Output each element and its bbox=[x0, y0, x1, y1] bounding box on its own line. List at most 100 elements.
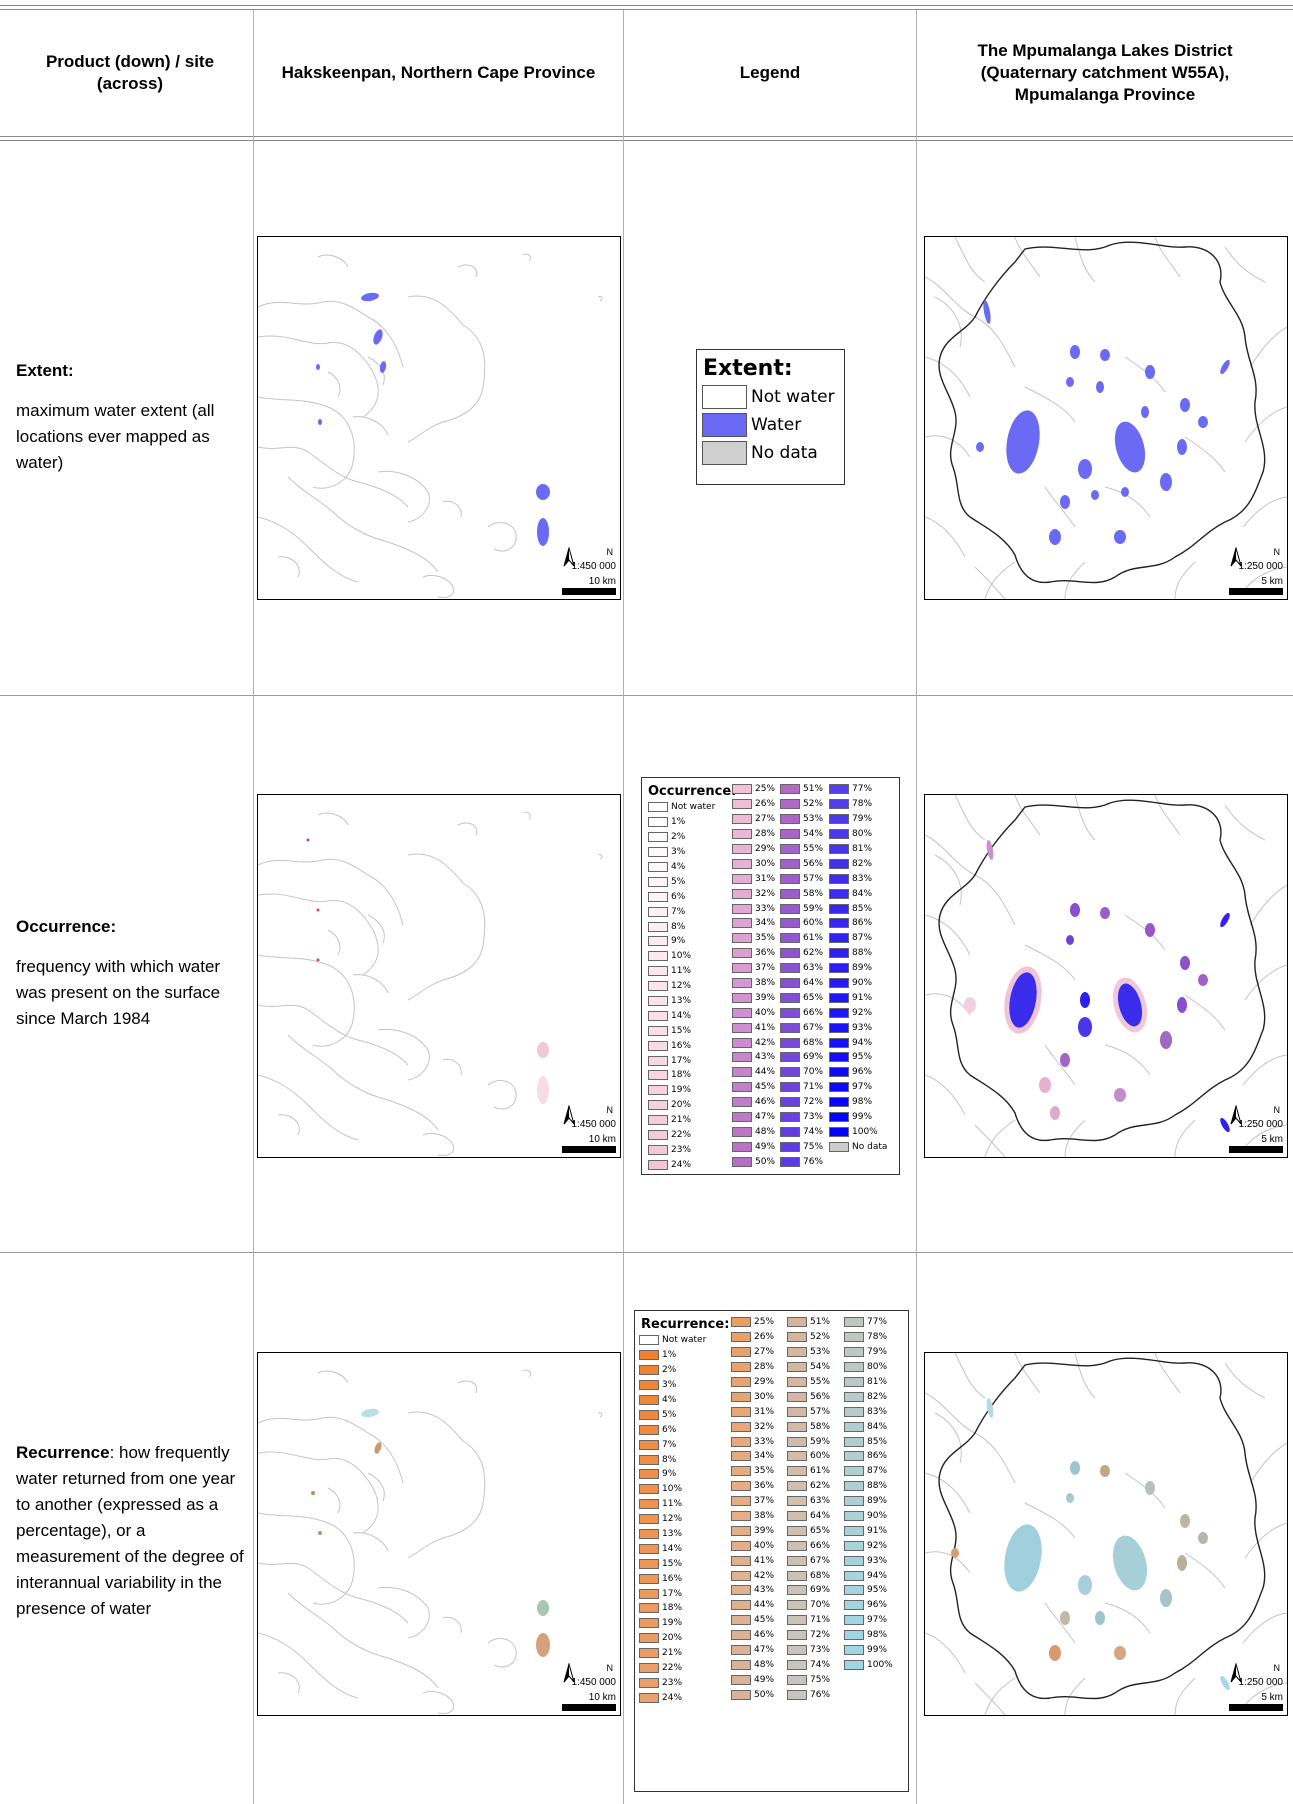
legend-item: 29% bbox=[731, 1375, 774, 1390]
legend-swatch bbox=[639, 1365, 659, 1376]
legend-item: 37% bbox=[731, 1494, 774, 1509]
legend-label: 35% bbox=[755, 933, 776, 944]
legend-item: 69% bbox=[780, 1050, 823, 1065]
legend-label: 67% bbox=[803, 1022, 824, 1033]
scale-bar-label: 10 km bbox=[588, 1692, 616, 1703]
lake bbox=[318, 419, 322, 425]
legend-swatch bbox=[787, 1406, 807, 1417]
scale-bar bbox=[562, 1146, 616, 1153]
legend-label: 25% bbox=[755, 784, 776, 795]
legend-swatch bbox=[787, 1525, 807, 1536]
row-separator-2 bbox=[0, 1252, 1293, 1253]
legend-item: 51% bbox=[780, 782, 823, 797]
legend-item: 8% bbox=[648, 919, 715, 934]
legend-item: 52% bbox=[780, 797, 823, 812]
legend-swatch bbox=[639, 1603, 659, 1614]
legend-label: 58% bbox=[810, 1421, 831, 1432]
legend-label: 61% bbox=[803, 933, 824, 944]
legend-label: 96% bbox=[867, 1600, 888, 1611]
legend-swatch bbox=[829, 1082, 849, 1093]
legend-label: 79% bbox=[852, 814, 873, 825]
legend-swatch bbox=[780, 978, 800, 989]
legend-occurrence: Occurrence: Not water 1% 2% 3% 4% 5% 6% 7% 8% 9% 1… bbox=[641, 777, 900, 1175]
legend-swatch bbox=[787, 1466, 807, 1477]
legend-label: 85% bbox=[867, 1436, 888, 1447]
legend-swatch bbox=[639, 1648, 659, 1659]
lake bbox=[318, 1531, 322, 1535]
legend-item: 35% bbox=[731, 1464, 774, 1479]
legend-label: 95% bbox=[867, 1585, 888, 1596]
legend-swatch bbox=[731, 1466, 751, 1477]
legend-item: 92% bbox=[844, 1538, 893, 1553]
lake bbox=[1198, 1532, 1208, 1544]
legend-label: Not water bbox=[671, 802, 716, 813]
lake bbox=[1006, 410, 1040, 474]
legend-item: 19% bbox=[648, 1083, 715, 1098]
legend-swatch bbox=[844, 1570, 864, 1581]
legend-swatch bbox=[829, 1037, 849, 1048]
legend-label: 11% bbox=[671, 966, 692, 977]
legend-item: 41% bbox=[732, 1020, 775, 1035]
scale-bar-label: 5 km bbox=[1261, 1134, 1283, 1145]
legend-item: 20% bbox=[648, 1098, 715, 1113]
legend-label: 76% bbox=[803, 1156, 824, 1167]
legend-swatch bbox=[829, 948, 849, 959]
legend-swatch bbox=[648, 847, 668, 858]
legend-swatch bbox=[648, 876, 668, 887]
lake bbox=[1180, 956, 1190, 970]
legend-item: 3% bbox=[648, 845, 715, 860]
legend-label: 38% bbox=[755, 978, 776, 989]
legend-item: 70% bbox=[787, 1598, 830, 1613]
legend-label: 31% bbox=[754, 1406, 775, 1417]
legend-swatch bbox=[787, 1585, 807, 1596]
legend-swatch bbox=[787, 1555, 807, 1566]
legend-swatch bbox=[829, 1067, 849, 1078]
legend-swatch bbox=[844, 1540, 864, 1551]
legend-swatch bbox=[844, 1406, 864, 1417]
legend-label: 51% bbox=[810, 1317, 831, 1328]
legend-item: 85% bbox=[829, 901, 887, 916]
legend-extent-item: No data bbox=[702, 441, 844, 465]
legend-label: 56% bbox=[803, 858, 824, 869]
legend-item: 6% bbox=[639, 1422, 706, 1437]
legend-swatch bbox=[829, 1141, 849, 1152]
lake bbox=[1117, 983, 1143, 1027]
legend-swatch bbox=[787, 1674, 807, 1685]
legend-item: 18% bbox=[648, 1068, 715, 1083]
legend-label: 87% bbox=[867, 1466, 888, 1477]
legend-item: 58% bbox=[780, 886, 823, 901]
legend-label: 33% bbox=[754, 1436, 775, 1447]
legend-label: 52% bbox=[810, 1332, 831, 1343]
legend-swatch bbox=[787, 1496, 807, 1507]
legend-swatch bbox=[648, 951, 668, 962]
header-hakskeenpan: Hakskeenpan, Northern Cape Province bbox=[281, 63, 596, 82]
row-occurrence-title: Occurrence: bbox=[16, 917, 117, 936]
legend-item: 77% bbox=[829, 782, 887, 797]
legend-item: 27% bbox=[731, 1345, 774, 1360]
legend-swatch bbox=[787, 1645, 807, 1656]
lake bbox=[1009, 972, 1037, 1028]
legend-label: 17% bbox=[662, 1588, 683, 1599]
lake bbox=[1114, 530, 1126, 544]
legend-label: 76% bbox=[810, 1689, 831, 1700]
legend-item: 79% bbox=[829, 812, 887, 827]
legend-item: 89% bbox=[844, 1494, 893, 1509]
scale-bar-label: 10 km bbox=[588, 1134, 616, 1145]
legend-label: 53% bbox=[803, 814, 824, 825]
legend-label: 5% bbox=[671, 876, 686, 887]
legend-label: 4% bbox=[662, 1395, 677, 1405]
lake bbox=[1070, 1461, 1080, 1475]
legend-swatch bbox=[648, 906, 668, 917]
legend-swatch bbox=[829, 1112, 849, 1123]
legend-label: 27% bbox=[755, 814, 776, 825]
legend-swatch bbox=[648, 1159, 668, 1170]
legend-swatch bbox=[639, 1424, 659, 1435]
legend-label: 8% bbox=[662, 1454, 677, 1465]
legend-swatch bbox=[780, 1067, 800, 1078]
legend-item: 54% bbox=[780, 827, 823, 842]
lake bbox=[1049, 529, 1061, 545]
lake bbox=[316, 364, 320, 370]
lake bbox=[1121, 487, 1129, 497]
legend-item: 82% bbox=[829, 856, 887, 871]
lake bbox=[537, 1042, 549, 1058]
